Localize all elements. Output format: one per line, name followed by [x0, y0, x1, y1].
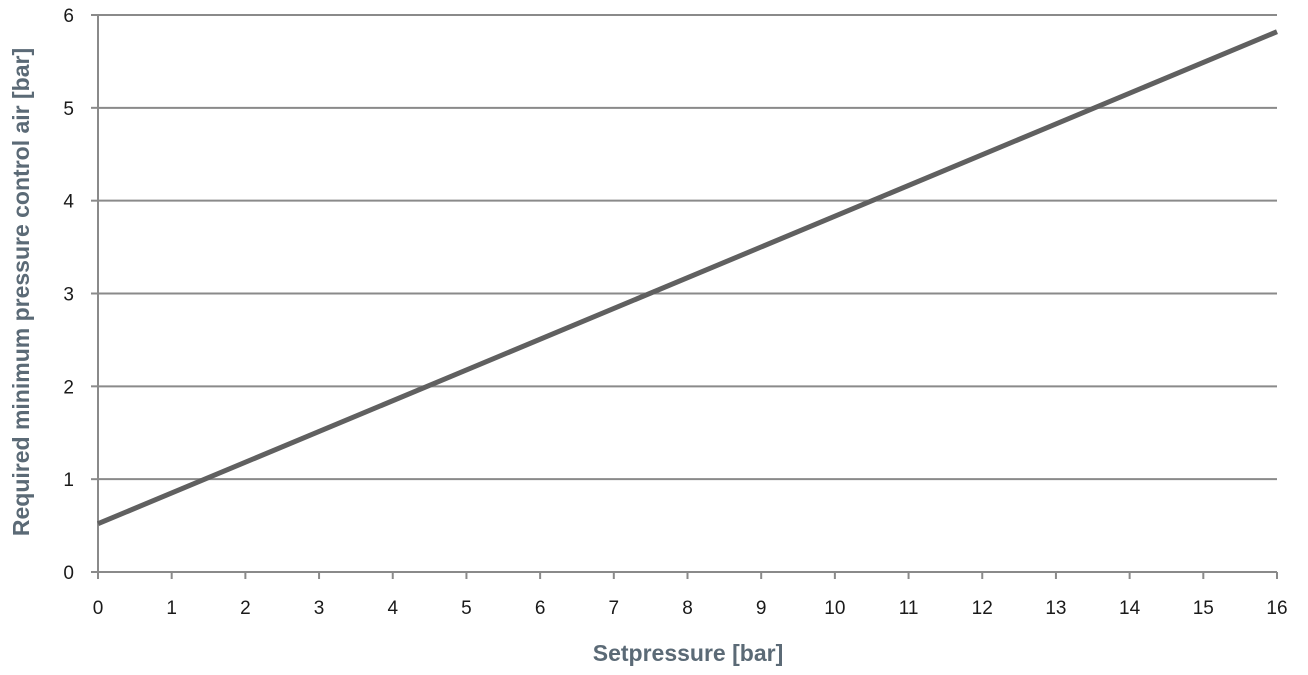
series-layer — [97, 29, 1278, 527]
y-tick-label-5: 5 — [63, 99, 74, 120]
x-tick-label-4: 4 — [387, 598, 398, 619]
y-axis-title: Required minimum pressure control air [b… — [8, 48, 34, 536]
x-tick-label-6: 6 — [535, 598, 546, 619]
x-tick-label-10: 10 — [824, 598, 845, 619]
y-tick-label-3: 3 — [63, 285, 74, 306]
axes — [91, 14, 1278, 579]
grid — [98, 14, 1277, 481]
x-tick-label-13: 13 — [1045, 598, 1066, 619]
x-tick-label-5: 5 — [461, 598, 472, 619]
x-tick-label-1: 1 — [166, 598, 177, 619]
x-axis-title: Setpressure [bar] — [593, 640, 783, 666]
x-tick-label-0: 0 — [93, 598, 104, 619]
y-tick-label-2: 2 — [63, 377, 74, 398]
x-tick-label-7: 7 — [609, 598, 620, 619]
x-tick-label-11: 11 — [899, 598, 919, 619]
x-tick-label-15: 15 — [1193, 598, 1214, 619]
x-tick-label-9: 9 — [756, 598, 767, 619]
y-tick-label-6: 6 — [63, 6, 74, 27]
y-tick-label-4: 4 — [63, 192, 74, 213]
x-tick-label-12: 12 — [972, 598, 993, 619]
x-tick-label-14: 14 — [1119, 598, 1141, 619]
series-line-1 — [97, 29, 1278, 527]
x-tick-label-8: 8 — [682, 598, 693, 619]
y-tick-label-1: 1 — [63, 470, 74, 491]
y-tick-label-0: 0 — [63, 563, 74, 584]
x-tick-label-3: 3 — [314, 598, 325, 619]
x-tick-label-16: 16 — [1266, 598, 1287, 619]
x-tick-label-2: 2 — [240, 598, 251, 619]
